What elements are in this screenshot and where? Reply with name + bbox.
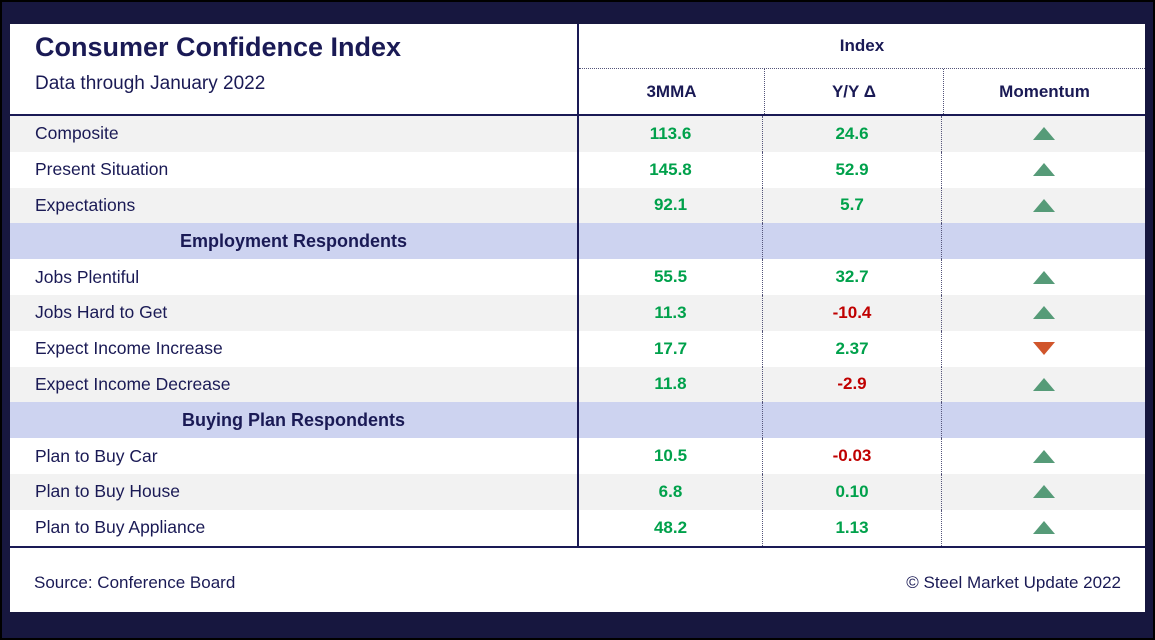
row-label: Expectations — [35, 194, 136, 215]
row-label: Jobs Hard to Get — [35, 302, 168, 323]
momentum-cell-empty — [941, 402, 1145, 439]
section-row: Employment Respondents — [10, 223, 1145, 260]
momentum-cell — [941, 366, 1145, 403]
yoy-value: -10.4 — [762, 294, 941, 331]
row-label: Expect Income Increase — [35, 338, 223, 359]
row-label: Plan to Buy Appliance — [35, 517, 206, 538]
column-header-3mma: 3MMA — [646, 81, 697, 101]
column-header-yoy: Y/Y Δ — [764, 69, 943, 114]
momentum-cell — [941, 473, 1145, 510]
mma-value: 48.2 — [577, 509, 762, 546]
momentum-arrow-icon — [1032, 270, 1055, 284]
row-label: Composite — [35, 123, 119, 144]
momentum-cell — [941, 438, 1145, 474]
title-cell: Consumer Confidence Index Data through J… — [10, 24, 577, 114]
copyright-note: © Steel Market Update 2022 — [906, 572, 1121, 592]
momentum-arrow-icon — [1032, 306, 1055, 320]
table-row: Expect Income Decrease 11.8 -2.9 — [10, 366, 1145, 403]
mma-value: 113.6 — [577, 116, 762, 152]
momentum-arrow-icon — [1032, 127, 1055, 141]
section-label: Employment Respondents — [179, 230, 408, 251]
source-note: Source: Conference Board — [34, 572, 236, 592]
table-row: Expectations 92.1 5.7 — [10, 187, 1145, 224]
momentum-arrow-icon — [1032, 485, 1055, 499]
momentum-cell — [941, 330, 1145, 367]
column-headers: 3MMA Y/Y Δ Momentum — [579, 69, 1145, 114]
column-header-momentum: Momentum — [943, 69, 1145, 114]
yoy-value: -0.03 — [762, 438, 941, 474]
mma-value: 10.5 — [577, 438, 762, 474]
table-row: Composite 113.6 24.6 — [10, 116, 1145, 152]
section-row: Buying Plan Respondents — [10, 402, 1145, 439]
row-label: Plan to Buy Car — [35, 445, 158, 466]
table-footer: Source: Conference Board © Steel Market … — [10, 548, 1145, 612]
mma-value-empty — [577, 223, 762, 260]
table-row: Plan to Buy Appliance 48.2 1.13 — [10, 509, 1145, 546]
momentum-cell — [941, 259, 1145, 295]
row-label: Jobs Plentiful — [35, 266, 140, 287]
mma-value: 92.1 — [577, 187, 762, 224]
table-row: Jobs Hard to Get 11.3 -10.4 — [10, 294, 1145, 331]
table-row: Plan to Buy House 6.8 0.10 — [10, 473, 1145, 510]
page-subtitle: Data through January 2022 — [35, 73, 266, 94]
row-label: Present Situation — [35, 159, 169, 180]
yoy-value: 2.37 — [762, 330, 941, 367]
yoy-value: 52.9 — [762, 151, 941, 188]
mma-value: 55.5 — [577, 259, 762, 295]
table-body: Composite 113.6 24.6 Present Situation 1… — [10, 116, 1145, 548]
yoy-value: -2.9 — [762, 366, 941, 403]
momentum-cell — [941, 116, 1145, 152]
mma-value: 6.8 — [577, 473, 762, 510]
momentum-cell — [941, 294, 1145, 331]
yoy-value: 24.6 — [762, 116, 941, 152]
mma-value: 17.7 — [577, 330, 762, 367]
page-title: Consumer Confidence Index — [35, 32, 402, 62]
yoy-value-empty — [762, 402, 941, 439]
momentum-arrow-icon — [1032, 163, 1055, 177]
momentum-cell-empty — [941, 223, 1145, 260]
mma-value: 11.8 — [577, 366, 762, 403]
mma-value: 11.3 — [577, 294, 762, 331]
yoy-value-empty — [762, 223, 941, 260]
yoy-value: 5.7 — [762, 187, 941, 224]
column-header-group: Index 3MMA Y/Y Δ Momentum — [577, 24, 1145, 114]
table-row: Expect Income Increase 17.7 2.37 — [10, 330, 1145, 367]
momentum-cell — [941, 187, 1145, 224]
consumer-confidence-table: Consumer Confidence Index Data through J… — [10, 24, 1145, 612]
table-row: Jobs Plentiful 55.5 32.7 — [10, 259, 1145, 295]
table-header: Consumer Confidence Index Data through J… — [10, 24, 1145, 116]
momentum-arrow-icon — [1032, 521, 1055, 535]
table-row: Present Situation 145.8 52.9 — [10, 151, 1145, 188]
momentum-arrow-icon — [1032, 198, 1055, 212]
row-label: Plan to Buy House — [35, 481, 180, 502]
row-label: Expect Income Decrease — [35, 373, 231, 394]
yoy-value: 1.13 — [762, 509, 941, 546]
mma-value: 145.8 — [577, 151, 762, 188]
table-row: Plan to Buy Car 10.5 -0.03 — [10, 438, 1145, 474]
momentum-cell — [941, 509, 1145, 546]
momentum-cell — [941, 151, 1145, 188]
momentum-arrow-icon — [1032, 377, 1055, 391]
yoy-value: 0.10 — [762, 473, 941, 510]
momentum-arrow-icon — [1032, 449, 1055, 463]
yoy-value: 32.7 — [762, 259, 941, 295]
section-label: Buying Plan Respondents — [181, 409, 406, 430]
column-group-label: Index — [579, 24, 1145, 69]
momentum-arrow-icon — [1032, 342, 1055, 356]
mma-value-empty — [577, 402, 762, 439]
